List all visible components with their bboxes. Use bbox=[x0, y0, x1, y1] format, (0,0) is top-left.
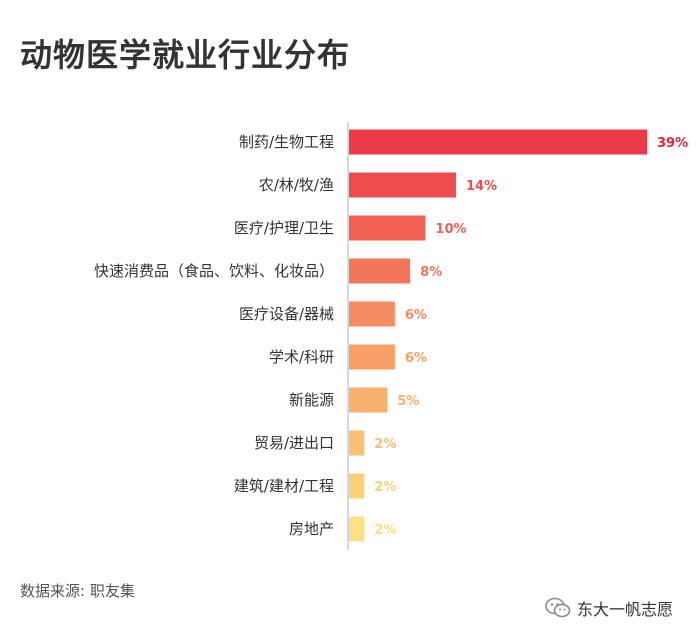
category-label: 制药/生物工程 bbox=[239, 133, 334, 151]
bar bbox=[349, 473, 365, 499]
value-label: 14% bbox=[466, 179, 497, 194]
bar bbox=[349, 516, 365, 542]
category-label: 建筑/建材/工程 bbox=[234, 477, 334, 495]
bar bbox=[349, 172, 456, 198]
category-label: 农/林/牧/渔 bbox=[259, 176, 334, 194]
value-label: 6% bbox=[405, 308, 427, 323]
category-label: 学术/科研 bbox=[269, 348, 334, 366]
chart-title: 动物医学就业行业分布 bbox=[20, 36, 351, 74]
bar bbox=[349, 301, 395, 327]
value-label: 2% bbox=[374, 480, 396, 495]
wechat-icon bbox=[545, 597, 571, 618]
value-label: 6% bbox=[405, 351, 427, 366]
bar bbox=[349, 258, 411, 284]
category-label: 新能源 bbox=[289, 391, 334, 409]
category-label: 医疗设备/器械 bbox=[239, 305, 334, 323]
bar-chart: 制药/生物工程 39% 农/林/牧/渔 14% 医疗/护理/卫生 10% 快速消费品（食品、… bbox=[94, 122, 688, 550]
bar bbox=[349, 129, 647, 155]
category-label: 房地产 bbox=[289, 520, 334, 538]
bar bbox=[349, 215, 426, 241]
value-label: 10% bbox=[435, 222, 466, 237]
value-label: 8% bbox=[420, 265, 442, 280]
category-label: 医疗/护理/卫生 bbox=[234, 219, 334, 237]
value-label: 2% bbox=[374, 437, 396, 452]
value-label: 5% bbox=[397, 394, 419, 409]
bar bbox=[349, 344, 395, 370]
watermark-text: 东大一帆志愿 bbox=[577, 600, 674, 619]
data-source: 数据来源: 职友集 bbox=[20, 582, 135, 600]
watermark: 东大一帆志愿 bbox=[545, 596, 673, 620]
value-label: 39% bbox=[657, 136, 688, 151]
category-label: 贸易/进出口 bbox=[254, 434, 334, 452]
bar bbox=[349, 387, 388, 413]
category-label: 快速消费品（食品、饮料、化妆品） bbox=[94, 262, 334, 280]
bar bbox=[349, 430, 365, 456]
value-label: 2% bbox=[374, 523, 396, 538]
